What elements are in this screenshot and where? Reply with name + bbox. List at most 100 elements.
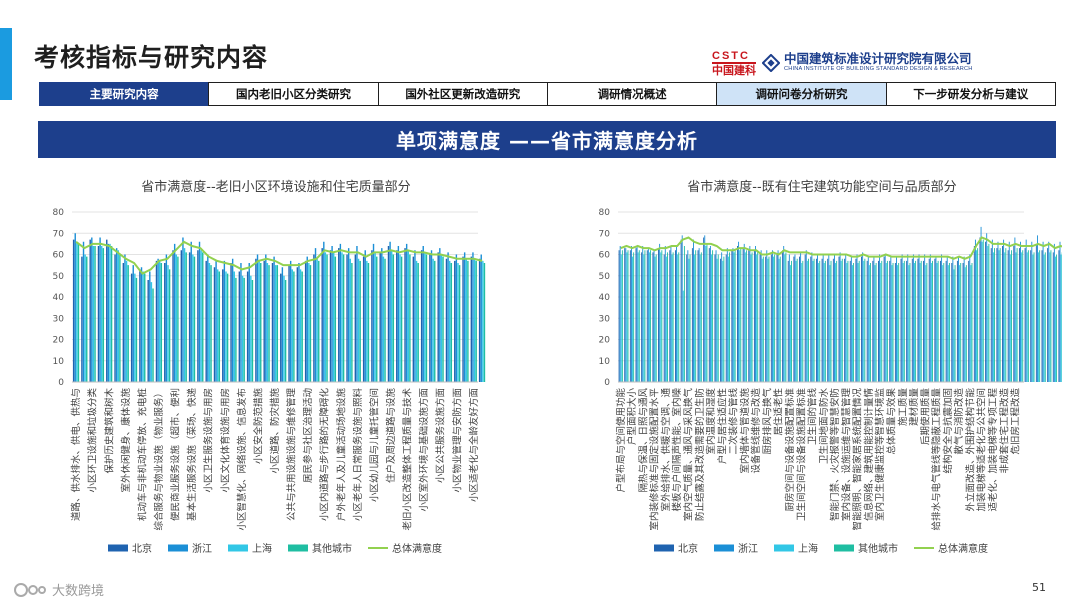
bar-上海 xyxy=(789,265,791,382)
bar-浙江 xyxy=(1031,241,1033,382)
bar-其他城市 xyxy=(791,260,792,382)
bar-北京 xyxy=(883,256,885,382)
bar-浙江 xyxy=(107,243,110,382)
bar-上海 xyxy=(756,254,758,382)
bar-其他城市 xyxy=(841,258,843,382)
bar-北京 xyxy=(776,254,778,382)
x-tick-label: 厨房空间与设备设施配置标准 xyxy=(784,388,796,512)
bar-其他城市 xyxy=(672,252,674,382)
x-tick-label: 二次装修与管线 xyxy=(728,388,740,455)
bar-浙江 xyxy=(738,241,740,382)
bar-上海 xyxy=(812,260,814,382)
x-tick-label: 小区适老化与全龄友好方面 xyxy=(468,388,480,502)
bar-上海 xyxy=(970,265,972,382)
bar-北京 xyxy=(911,258,913,382)
bar-上海 xyxy=(134,273,136,382)
bar-北京 xyxy=(759,254,761,382)
bar-其他城市 xyxy=(152,288,154,382)
bar-北京 xyxy=(917,258,919,382)
bar-其他城市 xyxy=(434,260,436,382)
x-tick-label: 保护历史建筑和树木 xyxy=(103,388,115,474)
bar-北京 xyxy=(1018,248,1020,382)
bar-浙江 xyxy=(912,254,914,382)
bar-上海 xyxy=(1055,256,1056,382)
x-tick-label: 危旧房工程改造 xyxy=(1010,388,1022,455)
bar-浙江 xyxy=(306,256,308,382)
bar-上海 xyxy=(992,252,994,382)
bar-上海 xyxy=(349,258,351,382)
bar-其他城市 xyxy=(683,246,685,382)
bar-其他城市 xyxy=(853,263,855,382)
bar-北京 xyxy=(396,250,398,382)
bar-北京 xyxy=(271,263,274,382)
bar-浙江 xyxy=(165,254,168,382)
cstc-logo-cn: 中国建科 xyxy=(712,63,756,77)
bar-上海 xyxy=(654,256,656,382)
bar-北京 xyxy=(1041,250,1043,382)
bar-北京 xyxy=(996,248,998,382)
x-tick-label: 非成套住宅工程改造 xyxy=(998,388,1010,474)
bar-上海 xyxy=(424,252,426,382)
bar-其他城市 xyxy=(226,273,229,382)
bar-北京 xyxy=(815,258,817,382)
bar-北京 xyxy=(329,250,332,382)
bar-上海 xyxy=(874,265,876,382)
bar-上海 xyxy=(947,265,949,382)
bar-浙江 xyxy=(364,250,366,382)
x-tick-label: 厨房排风与换气 xyxy=(761,388,773,455)
tab-questionnaire-analysis[interactable]: 调研问卷分析研究 xyxy=(716,82,887,106)
bar-浙江 xyxy=(681,235,683,382)
tab-foreign-renewal[interactable]: 国外社区更新改造研究 xyxy=(377,82,548,106)
bar-北京 xyxy=(849,260,851,382)
bar-浙江 xyxy=(339,243,342,382)
y-tick-label: 80 xyxy=(53,208,65,218)
bar-其他城市 xyxy=(392,254,395,382)
bar-其他城市 xyxy=(621,250,623,382)
bar-其他城市 xyxy=(830,260,832,382)
bar-北京 xyxy=(827,258,829,382)
bar-浙江 xyxy=(240,263,242,382)
bar-北京 xyxy=(731,250,733,382)
bar-上海 xyxy=(92,246,95,382)
bar-上海 xyxy=(885,263,887,382)
bar-浙江 xyxy=(298,263,300,382)
bar-其他城市 xyxy=(243,277,245,382)
bar-上海 xyxy=(101,246,103,382)
bar-上海 xyxy=(366,260,368,382)
bar-浙江 xyxy=(794,254,796,382)
bar-北京 xyxy=(97,246,100,382)
bar-其他城市 xyxy=(723,256,725,382)
bar-上海 xyxy=(795,260,797,382)
bar-其他城市 xyxy=(971,263,973,382)
bar-浙江 xyxy=(1059,241,1061,382)
total-line xyxy=(75,240,483,275)
bar-浙江 xyxy=(755,246,756,382)
bar-浙江 xyxy=(664,246,666,382)
bar-浙江 xyxy=(698,248,700,382)
bar-其他城市 xyxy=(1033,252,1035,382)
bar-上海 xyxy=(167,265,169,382)
brand-icon xyxy=(14,582,46,597)
bar-北京 xyxy=(720,258,722,382)
bar-浙江 xyxy=(625,248,627,382)
tab-survey-overview[interactable]: 调研情况概述 xyxy=(546,82,718,106)
bar-浙江 xyxy=(472,252,474,382)
bar-北京 xyxy=(686,254,688,382)
bar-浙江 xyxy=(969,254,971,382)
bar-其他城市 xyxy=(802,260,804,382)
tab-domestic-classification[interactable]: 国内老旧小区分类研究 xyxy=(208,82,379,106)
bar-上海 xyxy=(84,254,86,382)
bar-其他城市 xyxy=(218,271,221,382)
bar-浙江 xyxy=(935,256,937,382)
bar-浙江 xyxy=(659,243,661,382)
x-tick-label: 散气与消防改造 xyxy=(953,388,965,455)
tab-next-steps[interactable]: 下一步研发分析与建议 xyxy=(885,82,1056,106)
bar-浙江 xyxy=(822,254,824,382)
tab-main-content[interactable]: 主要研究内容 xyxy=(39,82,210,106)
bar-其他城市 xyxy=(734,250,736,382)
legend-label: 北京 xyxy=(678,542,698,555)
bar-其他城市 xyxy=(745,250,747,382)
bar-其他城市 xyxy=(695,250,697,382)
bar-北京 xyxy=(255,258,257,382)
bar-上海 xyxy=(482,260,484,382)
